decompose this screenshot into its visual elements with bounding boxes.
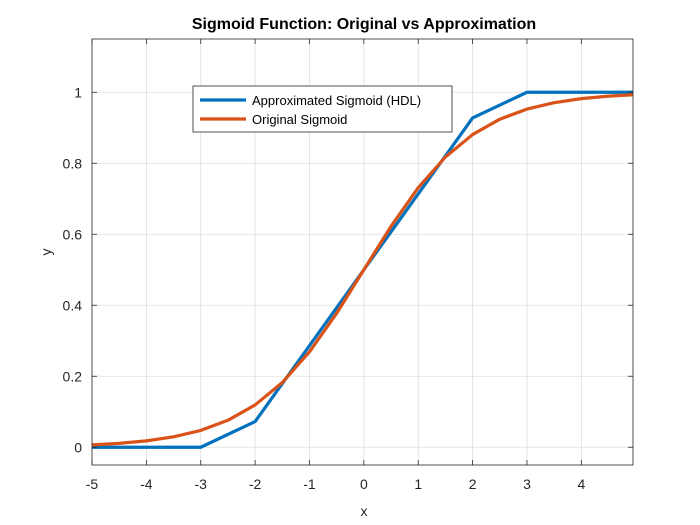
legend-label: Approximated Sigmoid (HDL)	[252, 93, 421, 108]
x-tick-label: -4	[140, 476, 153, 492]
legend: Approximated Sigmoid (HDL) Original Sigmo…	[193, 86, 452, 132]
x-axis-label: x	[361, 503, 368, 519]
x-tick-label: 3	[523, 476, 531, 492]
y-tick-label: 1	[74, 84, 82, 100]
chart-title: Sigmoid Function: Original vs Approximat…	[192, 16, 536, 33]
x-tick-label: 2	[469, 476, 477, 492]
y-tick-label: 0.4	[63, 297, 83, 313]
y-tick-label: 0.2	[63, 368, 83, 384]
x-tick-label: -5	[86, 476, 99, 492]
x-tick-label: 0	[360, 476, 368, 492]
y-tick-label: 0	[74, 439, 82, 455]
y-tick-label: 0.6	[63, 226, 83, 242]
y-axis-label: y	[38, 249, 54, 256]
x-tick-label: -3	[195, 476, 208, 492]
x-tick-label: -1	[303, 476, 316, 492]
y-tick-label: 0.8	[63, 155, 83, 171]
x-tick-label: 1	[414, 476, 422, 492]
legend-label: Original Sigmoid	[252, 112, 347, 127]
x-tick-label: 4	[577, 476, 585, 492]
x-tick-label: -2	[249, 476, 262, 492]
